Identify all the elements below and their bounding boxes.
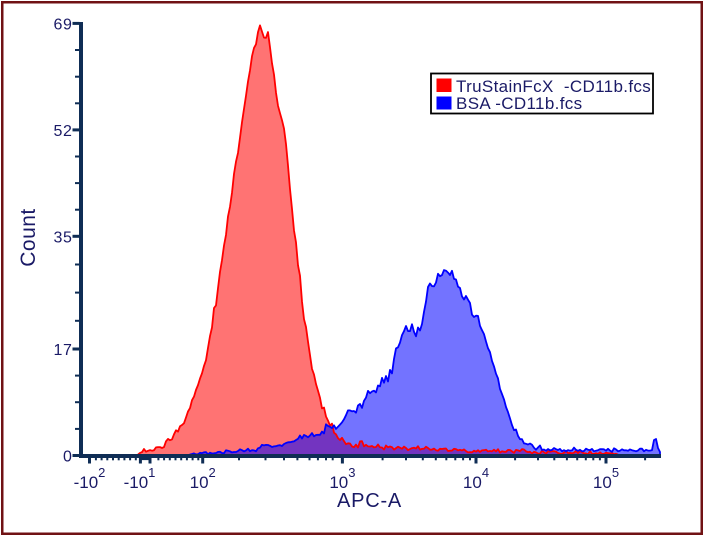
svg-text:52: 52: [54, 123, 73, 140]
svg-text:APC-A: APC-A: [337, 490, 402, 512]
svg-text:17: 17: [54, 342, 73, 359]
svg-text:35: 35: [54, 229, 73, 246]
svg-text:Count: Count: [17, 208, 40, 267]
svg-text:TruStainFcX -CD11b.fcs: TruStainFcX -CD11b.fcs: [456, 77, 651, 96]
svg-text:0: 0: [63, 449, 73, 466]
svg-text:69: 69: [54, 16, 73, 33]
svg-text:BSA -CD11b.fcs: BSA -CD11b.fcs: [456, 94, 582, 113]
